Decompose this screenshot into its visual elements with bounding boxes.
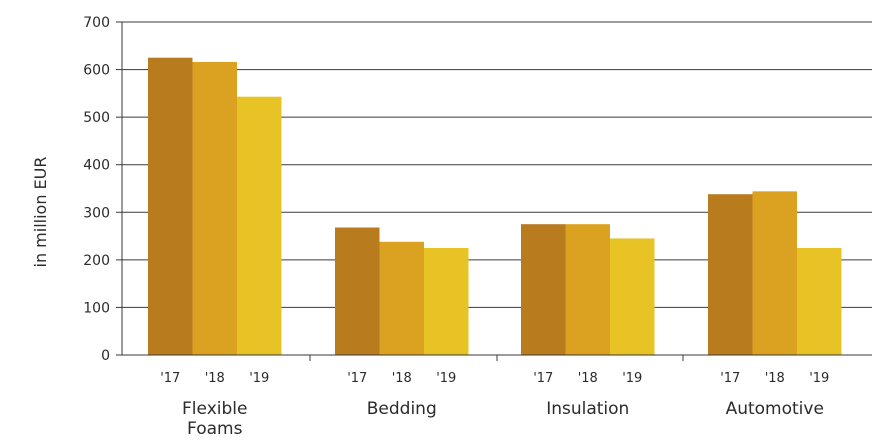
x-series-tick-label: '18	[578, 371, 598, 386]
x-series-tick-label: '18	[205, 371, 225, 386]
x-series-tick-label: '17	[347, 371, 367, 386]
bar	[752, 191, 797, 355]
bar	[521, 224, 566, 355]
bar	[610, 238, 655, 355]
x-series-tick-label: '19	[622, 371, 642, 386]
x-series-tick-label: '17	[533, 371, 553, 386]
bar	[424, 247, 469, 355]
axis-layer	[116, 21, 872, 361]
bar	[708, 194, 753, 355]
y-axis-label: in million EUR	[31, 157, 50, 268]
x-series-tick-label: '17	[160, 371, 180, 386]
bar	[335, 227, 380, 355]
x-series-tick-label: '19	[809, 371, 829, 386]
bar	[148, 57, 193, 356]
y-tick-label: 100	[83, 300, 110, 316]
bar	[565, 224, 610, 355]
y-tick-label: 400	[83, 158, 110, 174]
x-category-label: Flexible	[182, 399, 247, 419]
y-tick-label: 500	[83, 110, 110, 126]
x-category-label: Insulation	[546, 399, 629, 419]
bar	[797, 247, 842, 355]
x-category-label: Automotive	[726, 399, 824, 419]
x-series-tick-label: '19	[249, 371, 269, 386]
y-tick-label: 300	[83, 205, 110, 221]
x-category-label: Bedding	[367, 399, 437, 419]
y-tick-label: 600	[83, 63, 110, 79]
bar	[237, 96, 282, 356]
bar	[192, 61, 237, 356]
y-tick-label: 200	[83, 253, 110, 269]
label-layer: 0100200300400500600700'17'18'19FlexibleF…	[83, 15, 829, 439]
y-tick-label: 700	[83, 15, 110, 31]
x-series-tick-label: '19	[436, 371, 456, 386]
x-series-tick-label: '18	[765, 371, 785, 386]
x-series-tick-label: '17	[720, 371, 740, 386]
x-series-tick-label: '18	[392, 371, 412, 386]
bars-layer	[148, 57, 842, 356]
y-tick-label: 0	[101, 348, 110, 364]
bar	[379, 241, 424, 355]
x-category-label: Foams	[187, 419, 243, 439]
